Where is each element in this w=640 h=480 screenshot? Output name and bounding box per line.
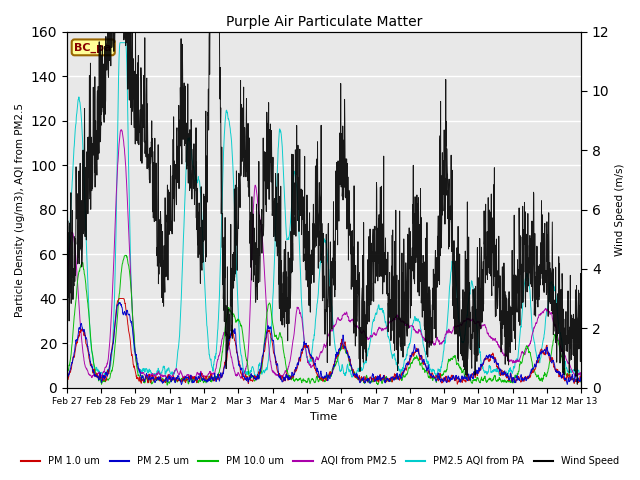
Text: BC_pa: BC_pa bbox=[74, 42, 112, 52]
Legend: PM 1.0 um, PM 2.5 um, PM 10.0 um, AQI from PM2.5, PM2.5 AQI from PA, Wind Speed: PM 1.0 um, PM 2.5 um, PM 10.0 um, AQI fr… bbox=[17, 453, 623, 470]
Title: Purple Air Particulate Matter: Purple Air Particulate Matter bbox=[226, 15, 422, 29]
Y-axis label: Wind Speed (m/s): Wind Speed (m/s) bbox=[615, 163, 625, 256]
X-axis label: Time: Time bbox=[310, 412, 338, 422]
Y-axis label: Particle Density (ug/m3), AQI from PM2.5: Particle Density (ug/m3), AQI from PM2.5 bbox=[15, 103, 25, 316]
